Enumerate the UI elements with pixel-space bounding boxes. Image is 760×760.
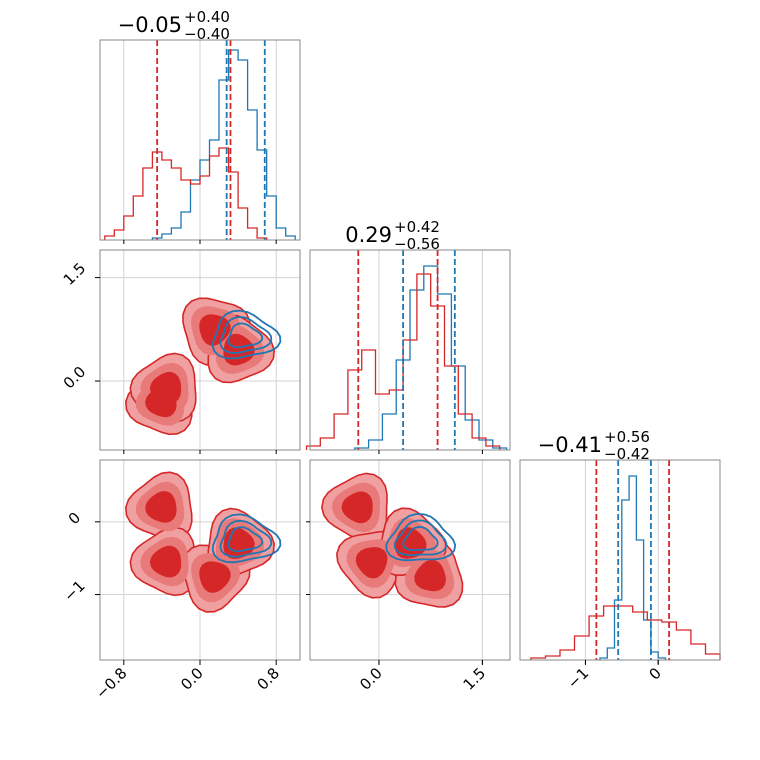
red-contour-inner [145,491,177,523]
x-tick-label: 0.0 [356,664,386,694]
red-histogram [530,605,721,660]
blue-contour [219,519,273,558]
red-contour-inner [149,371,182,404]
blue-contour [227,322,264,349]
panel-title-sub-2: −0.42 [604,445,650,463]
panel-title-sup-1: +0.42 [394,218,440,236]
x-tick-label: −0.8 [92,664,130,702]
panel-frame [519,459,721,661]
panel-title-1: 0.29 [345,223,392,247]
red-contour-inner [199,561,231,593]
blue-histogram [354,265,508,450]
panel-title-sub-0: −0.40 [184,25,230,43]
blue-contour [393,519,448,556]
panel-title-sup-0: +0.40 [184,8,230,26]
panel-title-2: −0.41 [538,433,602,457]
panel-frame [309,249,511,451]
x-tick-label: 0 [646,664,665,683]
diag-panel-2: −0.41 +0.56−0.42 [519,428,721,661]
blue-histogram [151,49,296,240]
x-tick-label: −1 [564,664,592,692]
x-tick-label: 0.0 [177,664,207,694]
y-tick-label: 0 [65,509,84,528]
red-histogram [104,147,268,240]
diag-panel-0: −0.05 +0.40−0.40 [99,8,301,241]
red-contour-inner [149,545,182,578]
panel-title-0: −0.05 [118,13,182,37]
x-tick-label: 0.8 [253,664,283,694]
red-contour-inner [395,527,427,559]
blue-contour [402,526,439,551]
blue-histogram [599,475,667,660]
diag-panel-1: 0.29 +0.42−0.56 [305,218,511,451]
red-contour-inner [355,547,388,579]
red-histogram [305,273,501,450]
blue-contour [211,309,282,360]
y-tick-label: −1 [60,577,88,605]
red-contour-inner [414,559,446,592]
panel-title-sub-1: −0.56 [394,235,440,253]
y-tick-label: 0.0 [60,363,90,393]
panel-title-sup-2: +0.56 [604,428,650,446]
y-tick-label: 1.5 [60,259,90,289]
blue-contour [219,316,273,354]
red-contour-inner [199,314,231,346]
blue-contour [385,513,457,562]
blue-contour [227,526,264,553]
panel-frame [309,459,511,661]
x-tick-label: 1.5 [460,664,490,694]
blue-contour [211,513,282,564]
red-contour-inner [341,491,373,524]
